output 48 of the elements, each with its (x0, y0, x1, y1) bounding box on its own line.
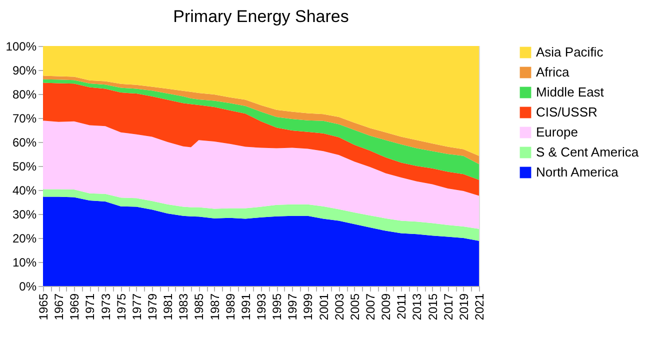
x-tick-label: 2015 (426, 293, 440, 320)
x-tick-label: 1969 (68, 293, 82, 320)
x-tick-label: 1993 (254, 293, 268, 320)
x-tick-label: 1989 (223, 293, 238, 320)
x-tick-label: 1979 (146, 293, 160, 320)
x-tick-label: 1981 (161, 293, 176, 320)
y-tick-label: 70% (12, 112, 37, 126)
y-tick-label: 30% (12, 208, 37, 222)
x-tick-label: 2011 (394, 293, 409, 320)
x-tick-label: 2007 (364, 293, 378, 320)
y-tick-label: 40% (12, 184, 37, 198)
x-tick-label: 2013 (410, 293, 424, 320)
x-tick-label: 1985 (192, 293, 206, 320)
x-tick-label: 1987 (208, 293, 222, 320)
x-tick-label: 2001 (316, 293, 331, 320)
legend-label: CIS/USSR (536, 104, 598, 120)
x-tick-label: 2019 (456, 293, 471, 320)
x-tick-label: 1999 (301, 293, 316, 320)
y-tick-label: 0% (19, 280, 37, 294)
y-tick-label: 10% (12, 256, 37, 270)
x-tick-label: 2009 (379, 293, 394, 320)
y-tick-label: 60% (12, 136, 37, 150)
y-tick-label: 50% (12, 160, 37, 174)
x-tick-label: 1995 (270, 293, 284, 320)
x-tick-label: 1975 (114, 293, 128, 320)
y-tick-label: 90% (12, 64, 37, 78)
x-tick-label: 2017 (441, 293, 456, 320)
y-tick-label: 80% (12, 88, 37, 102)
x-tick-label: 1965 (36, 293, 50, 320)
x-tick-label: 1991 (238, 293, 253, 320)
x-tick-label: 1977 (130, 293, 144, 320)
legend-label: Middle East (536, 84, 604, 100)
x-tick-label: 1997 (286, 293, 300, 320)
x-tick-label: 2005 (348, 293, 362, 320)
y-tick-label: 100% (6, 40, 37, 54)
legend-label: Asia Pacific (536, 44, 604, 60)
x-tick-label: 1973 (98, 293, 113, 320)
legend-label: Africa (536, 64, 570, 80)
x-tick-label: 1967 (52, 293, 66, 320)
y-tick-label: 20% (12, 232, 37, 246)
x-tick-label: 2003 (332, 293, 346, 320)
x-tick-label: 2021 (472, 293, 486, 320)
x-tick-label: 1983 (176, 293, 191, 320)
legend-label: Europe (536, 124, 578, 140)
legend-label: North America (536, 164, 620, 180)
legend-label: S & Cent America (536, 144, 640, 160)
chart-title: Primary Energy Shares (173, 7, 349, 26)
x-tick-label: 1971 (83, 293, 98, 320)
